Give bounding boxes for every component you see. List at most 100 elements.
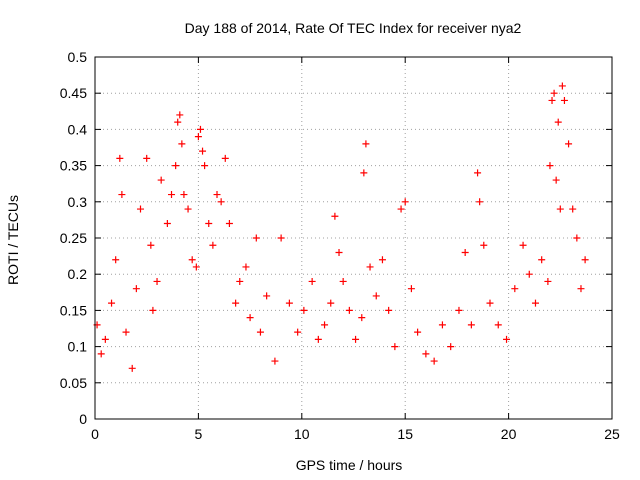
data-point (221, 154, 229, 162)
data-point (391, 343, 399, 351)
data-point (372, 292, 380, 300)
data-point (455, 306, 463, 314)
y-tick-label: 0.05 (60, 375, 87, 391)
data-point (560, 96, 568, 104)
data-point (548, 96, 556, 104)
data-point (149, 306, 157, 314)
data-point (360, 169, 368, 177)
y-tick-labels: 0 0.05 0.1 0.15 0.2 0.25 0.3 0.35 0.4 0.45 0.5 (60, 49, 87, 427)
data-point (209, 241, 217, 249)
data-point (552, 176, 560, 184)
data-point (438, 321, 446, 329)
data-point (136, 205, 144, 213)
data-point (581, 256, 589, 264)
data-point (256, 328, 264, 336)
y-tick-label: 0.1 (68, 339, 88, 355)
y-tick-label: 0.4 (68, 121, 88, 137)
data-point (122, 328, 130, 336)
data-point (476, 198, 484, 206)
data-point (422, 350, 430, 358)
data-point (321, 321, 329, 329)
data-point (577, 285, 585, 293)
data-point (467, 321, 475, 329)
data-point (550, 89, 558, 97)
data-point (327, 299, 335, 307)
data-point (345, 306, 353, 314)
data-point (378, 256, 386, 264)
data-point (153, 277, 161, 285)
data-point (118, 191, 126, 199)
data-point (519, 241, 527, 249)
data-point (97, 350, 105, 358)
data-point (335, 248, 343, 256)
data-point (242, 263, 250, 271)
data-point (168, 191, 176, 199)
y-tick-label: 0.45 (60, 85, 87, 101)
data-point (546, 162, 554, 170)
data-point (525, 270, 533, 278)
data-point (511, 285, 519, 293)
x-tick-label: 5 (195, 426, 203, 442)
data-point (236, 277, 244, 285)
data-point (232, 299, 240, 307)
data-point (205, 220, 213, 228)
data-point (108, 299, 116, 307)
data-point (192, 263, 200, 271)
data-point (407, 285, 415, 293)
data-point (112, 256, 120, 264)
data-point (480, 241, 488, 249)
data-point (331, 212, 339, 220)
data-point (544, 277, 552, 285)
x-tick-label: 15 (397, 426, 413, 442)
data-point (263, 292, 271, 300)
data-point (157, 176, 165, 184)
data-point (116, 154, 124, 162)
data-point (194, 133, 202, 141)
data-point (172, 162, 180, 170)
data-point (362, 140, 370, 148)
x-tick-label: 20 (501, 426, 517, 442)
data-point (277, 234, 285, 242)
data-point (430, 357, 438, 365)
plot-frame (94, 56, 613, 420)
y-axis-title: ROTI / TECUs (5, 195, 21, 285)
data-point (213, 191, 221, 199)
y-tick-label: 0 (79, 411, 87, 427)
data-point (174, 118, 182, 126)
y-tick-label: 0.5 (68, 49, 88, 65)
y-tick-label: 0.25 (60, 230, 87, 246)
data-point (474, 169, 482, 177)
x-tick-label: 0 (91, 426, 99, 442)
data-point (176, 111, 184, 119)
data-point (503, 335, 511, 343)
data-point (461, 248, 469, 256)
data-point (447, 343, 455, 351)
data-point (494, 321, 502, 329)
data-point (300, 306, 308, 314)
data-point (366, 263, 374, 271)
data-point (352, 335, 360, 343)
data-point (554, 118, 562, 126)
y-tick-label: 0.35 (60, 158, 87, 174)
data-point (486, 299, 494, 307)
data-point (339, 277, 347, 285)
data-point (573, 234, 581, 242)
data-point (414, 328, 422, 336)
data-point (397, 205, 405, 213)
data-point (128, 364, 136, 372)
x-tick-labels: 0 5 10 15 20 25 (91, 426, 620, 442)
data-point (558, 82, 566, 90)
data-point (246, 314, 254, 322)
data-point (385, 306, 393, 314)
data-point (201, 162, 209, 170)
data-point (271, 357, 279, 365)
data-point (101, 335, 109, 343)
data-point (358, 314, 366, 322)
y-tick-label: 0.15 (60, 302, 87, 318)
data-point (180, 191, 188, 199)
data-point (308, 277, 316, 285)
data-point (147, 241, 155, 249)
data-point (217, 198, 225, 206)
axis-ticks (94, 56, 613, 420)
